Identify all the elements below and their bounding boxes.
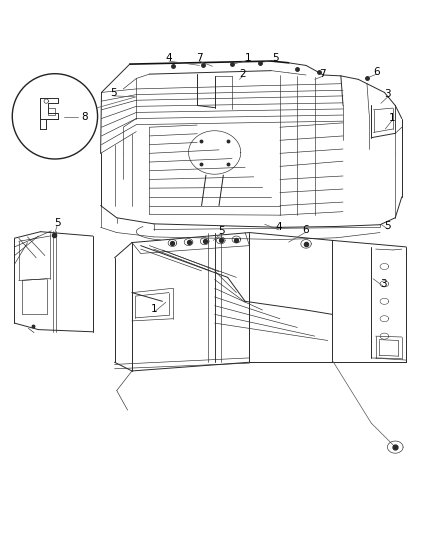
Text: 1: 1 [151,304,158,314]
Text: 7: 7 [319,69,326,79]
Text: 2: 2 [239,69,245,79]
Text: 6: 6 [373,67,380,77]
Text: 7: 7 [196,53,202,63]
Text: 6: 6 [302,225,308,235]
Text: 5: 5 [54,218,60,228]
Text: 5: 5 [272,53,279,62]
Text: 4: 4 [276,222,283,232]
Text: 5: 5 [110,88,117,98]
Text: 1: 1 [245,53,252,62]
Text: 8: 8 [81,112,88,122]
Text: 1: 1 [389,112,396,123]
Text: 5: 5 [385,221,391,231]
Text: 3: 3 [385,89,391,99]
Text: 5: 5 [218,226,225,236]
Text: 4: 4 [166,53,172,63]
Text: 3: 3 [380,279,387,289]
